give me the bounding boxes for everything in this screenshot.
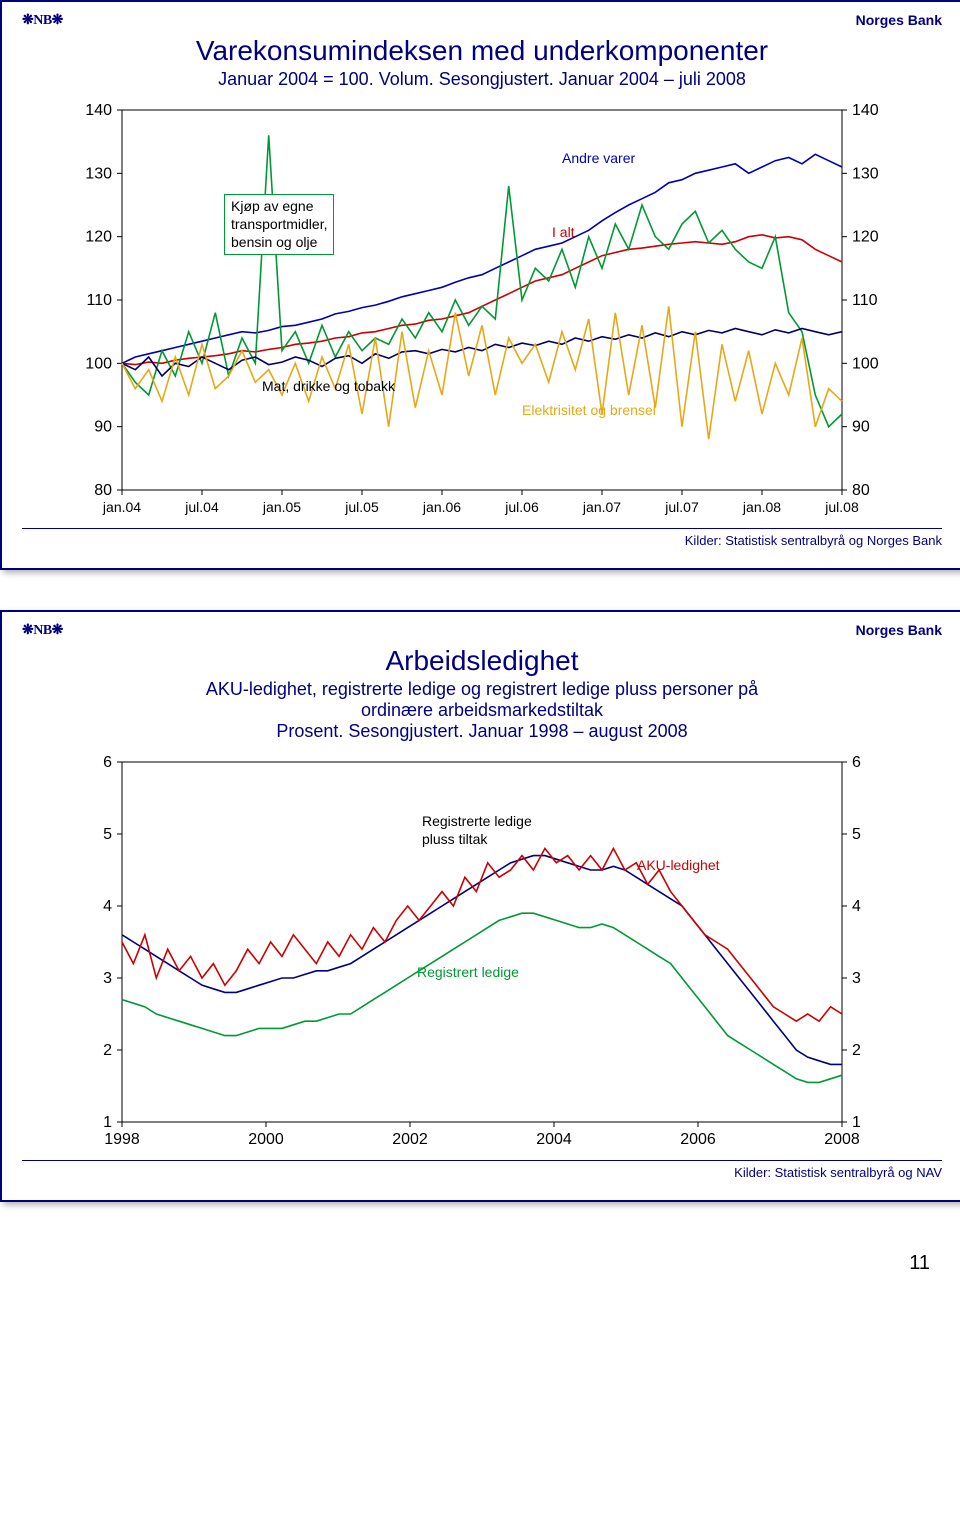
svg-text:90: 90 xyxy=(852,419,870,436)
svg-text:jul.07: jul.07 xyxy=(664,499,699,515)
svg-text:jul.08: jul.08 xyxy=(824,499,859,515)
slide-header: ❋NB❋ Norges Bank xyxy=(22,12,942,29)
svg-text:5: 5 xyxy=(852,826,861,843)
legend-i-alt: I alt xyxy=(552,224,575,240)
svg-text:140: 140 xyxy=(852,102,879,119)
svg-text:120: 120 xyxy=(852,229,879,246)
legend-aku: AKU-ledighet xyxy=(637,857,720,873)
chart1-plot-area: 80 80 90 90 100 100 110 110 120 120 130 130 140 140 ja… xyxy=(72,100,892,520)
slide-consumption: ❋NB❋ Norges Bank Varekonsumindeksen med … xyxy=(0,0,960,570)
legend-elektrisitet: Elektrisitet og brensel xyxy=(522,402,656,418)
svg-text:2000: 2000 xyxy=(248,1131,284,1148)
svg-text:110: 110 xyxy=(852,292,878,309)
chart1-source: Kilder: Statistisk sentralbyrå og Norges… xyxy=(22,528,942,548)
svg-text:jan.04: jan.04 xyxy=(102,499,141,515)
svg-text:110: 110 xyxy=(86,292,112,309)
chart1-title: Varekonsumindeksen med underkomponenter xyxy=(22,35,942,67)
chart2-plot-area: 1 1 2 2 3 3 4 4 5 5 6 6 1998 2000 2002 2004 2006 2008 Reg… xyxy=(72,752,892,1152)
svg-text:90: 90 xyxy=(94,419,112,436)
svg-text:jan.05: jan.05 xyxy=(262,499,301,515)
svg-text:2: 2 xyxy=(103,1042,112,1059)
slide-unemployment: ❋NB❋ Norges Bank Arbeidsledighet AKU-led… xyxy=(0,610,960,1202)
slide-header-2: ❋NB❋ Norges Bank xyxy=(22,622,942,639)
page-number: 11 xyxy=(10,1242,950,1305)
svg-text:2006: 2006 xyxy=(680,1131,716,1148)
svg-text:jul.05: jul.05 xyxy=(344,499,379,515)
svg-text:jul.04: jul.04 xyxy=(184,499,219,515)
nb-logo-2: ❋NB❋ xyxy=(22,622,63,639)
svg-text:120: 120 xyxy=(85,229,112,246)
svg-text:130: 130 xyxy=(852,165,879,182)
svg-text:1: 1 xyxy=(103,1114,112,1131)
svg-text:100: 100 xyxy=(85,355,112,372)
chart1-subtitle: Januar 2004 = 100. Volum. Sesongjustert.… xyxy=(22,69,942,90)
brand-name-2: Norges Bank xyxy=(856,622,942,639)
legend-transport: Kjøp av egne transportmidler, bensin og … xyxy=(224,194,334,255)
brand-name: Norges Bank xyxy=(856,12,942,29)
svg-text:2004: 2004 xyxy=(536,1131,572,1148)
svg-text:2002: 2002 xyxy=(392,1131,428,1148)
chart2-subtitle-2: ordinære arbeidsmarkedstiltak xyxy=(22,700,942,721)
svg-text:6: 6 xyxy=(852,754,861,771)
svg-text:100: 100 xyxy=(852,355,879,372)
legend-mat: Mat, drikke og tobakk xyxy=(262,378,395,394)
nb-logo: ❋NB❋ xyxy=(22,12,63,29)
svg-text:140: 140 xyxy=(85,102,112,119)
chart1-svg: 80 80 90 90 100 100 110 110 120 120 130 130 140 140 ja… xyxy=(72,100,892,520)
svg-text:6: 6 xyxy=(103,754,112,771)
svg-text:2008: 2008 xyxy=(824,1131,860,1148)
chart2-source: Kilder: Statistisk sentralbyrå og NAV xyxy=(22,1160,942,1180)
svg-text:4: 4 xyxy=(852,898,861,915)
legend-registrert: Registrert ledige xyxy=(417,964,519,980)
svg-text:3: 3 xyxy=(103,970,112,987)
chart2-subtitle-3: Prosent. Sesongjustert. Januar 1998 – au… xyxy=(22,721,942,742)
svg-text:jul.06: jul.06 xyxy=(504,499,539,515)
chart2-subtitle-1: AKU-ledighet, registrerte ledige og regi… xyxy=(22,679,942,700)
svg-text:4: 4 xyxy=(103,898,112,915)
svg-text:1: 1 xyxy=(852,1114,861,1131)
svg-text:jan.06: jan.06 xyxy=(422,499,461,515)
svg-text:2: 2 xyxy=(852,1042,861,1059)
chart2-title: Arbeidsledighet xyxy=(22,645,942,677)
svg-text:3: 3 xyxy=(852,970,861,987)
svg-text:130: 130 xyxy=(85,165,112,182)
svg-text:jan.07: jan.07 xyxy=(582,499,621,515)
svg-text:jan.08: jan.08 xyxy=(742,499,781,515)
svg-text:80: 80 xyxy=(852,482,870,499)
legend-registrerte-pluss: Registrerte ledige pluss tiltak xyxy=(422,812,532,848)
svg-text:1998: 1998 xyxy=(104,1131,140,1148)
svg-text:80: 80 xyxy=(94,482,112,499)
svg-text:5: 5 xyxy=(103,826,112,843)
legend-andre-varer: Andre varer xyxy=(562,150,635,166)
